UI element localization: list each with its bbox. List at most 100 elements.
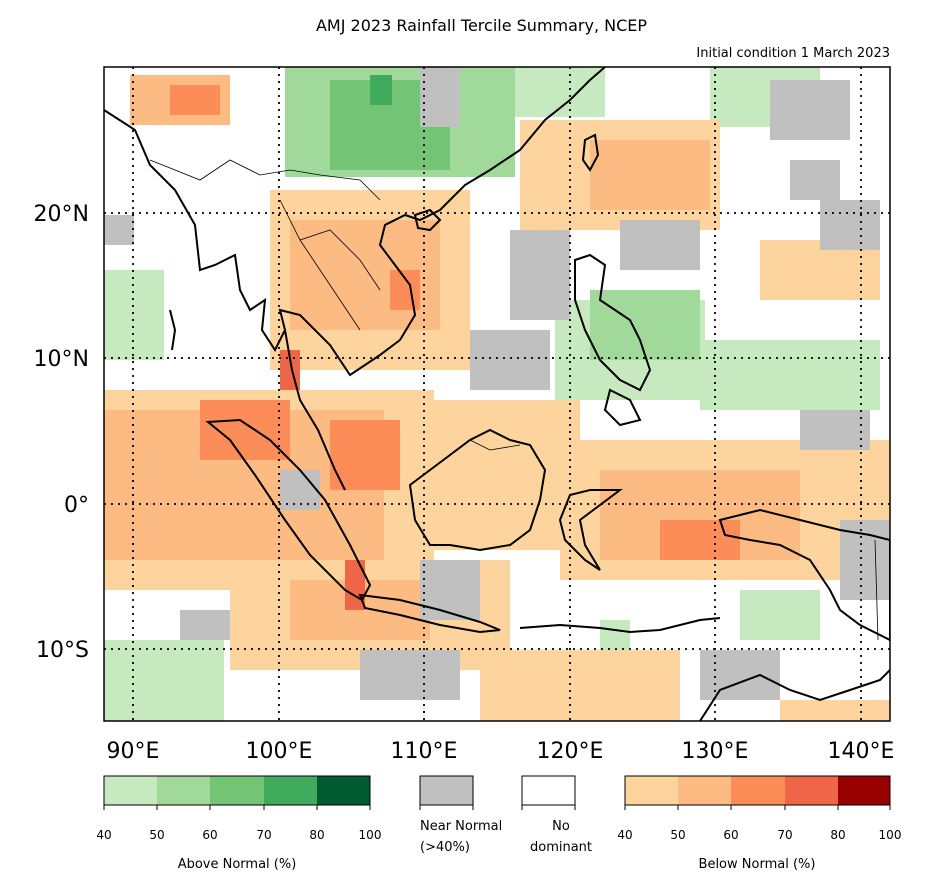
near-normal-area: [180, 610, 230, 640]
above-normal-area: [740, 590, 820, 640]
colorbar-outline: [103, 775, 371, 806]
colorbar-tick-label: 80: [830, 828, 845, 842]
colorbar-label: Above Normal (%): [178, 857, 297, 872]
colorbar-label: Below Normal (%): [699, 857, 816, 872]
mindanao: [603, 388, 642, 427]
lon-tick-label: 110°E: [391, 739, 458, 764]
lon-tick-label: 130°E: [682, 739, 749, 764]
above-normal-area: [104, 640, 224, 721]
colorbar-swatch: [104, 776, 157, 805]
colorbar-swatch: [625, 776, 678, 805]
below-normal-area: [200, 400, 290, 460]
below-normal-area: [330, 420, 410, 490]
below-normal-area: [390, 270, 420, 310]
colorbar-above-normal: 40 50 60 70 80 100 Above Normal (%): [96, 775, 382, 872]
colorbar-swatch: [838, 776, 890, 805]
malay-peninsula: [284, 329, 346, 491]
above-normal-area: [590, 290, 700, 360]
colorbar-below-normal: 40 50 60 70 80 100 Below Normal (%): [617, 775, 902, 872]
below-normal-area: [780, 700, 890, 721]
map-title: AMJ 2023 Rainfall Tercile Summary, NCEP: [315, 16, 648, 35]
taiwan: [581, 133, 600, 172]
below-normal-area: [590, 140, 710, 210]
near-normal-area: [360, 650, 460, 700]
lon-tick-label: 120°E: [537, 739, 604, 764]
above-normal-area: [104, 270, 164, 360]
below-normal-area: [170, 85, 220, 115]
colorbar-swatch: [785, 776, 838, 805]
colorbar-tick-label: 80: [309, 828, 324, 842]
mainland-coast: [104, 67, 606, 377]
map-subtitle: Initial condition 1 March 2023: [696, 46, 890, 61]
australia-coast: [699, 669, 890, 721]
colorbar-ticks: [624, 805, 891, 810]
below-normal-area: [480, 650, 680, 721]
borneo: [408, 428, 547, 552]
hainan: [413, 208, 442, 232]
lon-tick-label: 140°E: [828, 739, 895, 764]
near-normal-area: [470, 330, 550, 390]
colorbar-tick-label: 60: [723, 828, 738, 842]
gridlines: [104, 67, 890, 721]
andaman-islands: [169, 309, 177, 351]
java: [358, 593, 501, 634]
near-normal-area: [104, 215, 134, 245]
near-normal-swatch: [419, 775, 474, 806]
near-normal-area: [420, 67, 460, 127]
coastlines: [104, 67, 890, 721]
colorbar-tick-label: 100: [879, 828, 902, 842]
near-normal-label: (>40%): [420, 840, 470, 855]
colorbar-swatch: [731, 776, 785, 805]
near-normal-label: Near Normal: [420, 819, 502, 834]
colorbar-swatch: [264, 776, 317, 805]
lat-tick-label: 20°N: [34, 202, 89, 227]
colorbar-tick-label: 40: [96, 828, 111, 842]
no-dominant-swatch: [521, 775, 576, 806]
lat-tick-label: 10°N: [34, 347, 89, 372]
new-guinea: [718, 508, 890, 642]
colorbar-tick-label: 50: [149, 828, 164, 842]
near-normal-area: [620, 220, 700, 270]
near-normal-area: [510, 230, 570, 320]
above-normal-area: [700, 340, 880, 410]
near-normal-area: [790, 160, 840, 200]
above-normal-area: [515, 67, 605, 117]
colorbar-tick-label: 70: [256, 828, 271, 842]
legend-near-normal: Near Normal (>40%): [419, 775, 502, 855]
border-line: [279, 199, 361, 331]
colorbar-swatch: [210, 776, 264, 805]
lat-tick-label: 10°S: [36, 638, 89, 663]
near-normal-area: [800, 410, 870, 450]
border-line: [469, 439, 521, 451]
border-line: [874, 539, 879, 641]
colorbar-swatch: [678, 776, 731, 805]
colorbar-outline: [624, 775, 891, 806]
colorbar-tick-label: 60: [202, 828, 217, 842]
tercile-field: [104, 67, 890, 721]
colorbar-tick-label: 50: [670, 828, 685, 842]
colorbar-swatch: [317, 776, 370, 805]
border-line: [299, 229, 381, 291]
philippines: [574, 253, 652, 392]
near-normal-area: [700, 650, 780, 700]
legend-no-dominant: No dominant: [521, 775, 592, 855]
colorbar-tick-label: 100: [359, 828, 382, 842]
colorbar-swatch: [157, 776, 210, 805]
map-frame: [103, 66, 891, 722]
above-normal-area: [370, 75, 392, 105]
near-normal-area: [420, 560, 480, 620]
near-normal-area: [820, 200, 880, 250]
colorbar-tick-label: 40: [617, 828, 632, 842]
no-dominant-label: No: [552, 819, 570, 834]
lesser-sunda: [519, 617, 721, 634]
border-line: [149, 159, 381, 201]
sulawesi: [558, 489, 623, 571]
sumatra: [205, 418, 372, 602]
lat-tick-label: 0°: [64, 493, 89, 518]
no-dominant-label: dominant: [530, 840, 592, 855]
lon-tick-label: 90°E: [107, 739, 160, 764]
below-normal-area: [400, 400, 580, 550]
below-normal-area: [660, 520, 740, 560]
country-borders: [149, 159, 879, 641]
